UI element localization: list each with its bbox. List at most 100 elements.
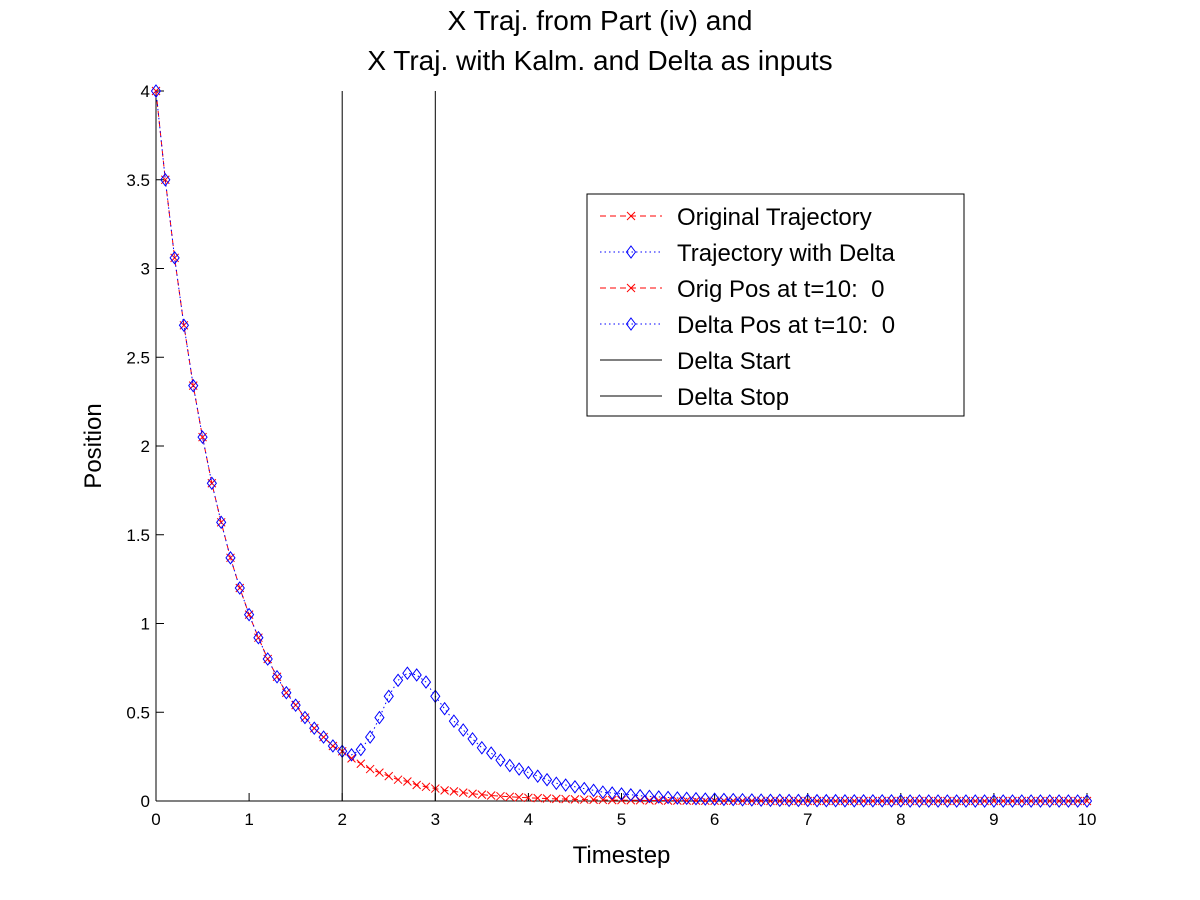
- data-point: [495, 753, 506, 768]
- data-point: [914, 794, 925, 808]
- data-point: [439, 701, 450, 716]
- data-point: [839, 793, 851, 808]
- x-tick-label: 0: [151, 810, 160, 829]
- data-point: [253, 630, 264, 645]
- data-point: [448, 714, 460, 728]
- data-point: [374, 710, 385, 725]
- legend-marker: [625, 245, 637, 259]
- data-point: [802, 793, 813, 808]
- legend-label: Orig Pos at t=10: 0: [677, 276, 884, 303]
- data-point: [188, 378, 199, 393]
- data-point: [607, 795, 617, 805]
- data-point: [998, 794, 1009, 808]
- data-point: [589, 795, 598, 805]
- data-point: [271, 669, 283, 684]
- data-point: [645, 796, 654, 805]
- data-point: [588, 783, 599, 798]
- data-point: [551, 776, 562, 791]
- chart-title: X Traj. from Part (iv) and X Traj. with K…: [367, 5, 832, 76]
- x-tick-label: 7: [803, 810, 812, 829]
- data-point: [150, 84, 162, 98]
- data-point: [178, 318, 190, 333]
- data-point: [393, 775, 403, 785]
- y-tick-label: 2.5: [126, 348, 150, 367]
- data-point: [821, 793, 832, 808]
- data-point: [542, 794, 552, 803]
- x-tick-label: 9: [989, 810, 998, 829]
- data-point: [700, 796, 710, 806]
- data-point: [728, 796, 738, 806]
- chart-title-line: X Traj. with Kalm. and Delta as inputs: [367, 45, 832, 76]
- legend-marker: [626, 283, 636, 293]
- data-point: [160, 172, 171, 187]
- data-point: [1035, 794, 1046, 808]
- data-point: [877, 793, 888, 808]
- legend-item: Delta Pos at t=10: 0: [600, 312, 895, 339]
- data-point: [486, 791, 496, 800]
- data-point: [458, 788, 468, 798]
- x-tick-label: 4: [524, 810, 533, 829]
- y-tick-label: 0: [141, 792, 150, 811]
- y-tick-label: 1: [141, 615, 150, 634]
- data-point: [421, 782, 431, 792]
- data-point: [737, 792, 748, 807]
- legend-box: [586, 193, 965, 417]
- data-point: [468, 789, 477, 799]
- data-point: [774, 793, 785, 808]
- data-point: [598, 795, 608, 805]
- data-point: [681, 791, 692, 806]
- data-point: [318, 730, 329, 744]
- data-point: [532, 769, 543, 783]
- x-tick-label: 3: [431, 810, 440, 829]
- y-tick-label: 3: [141, 260, 150, 279]
- data-point: [551, 794, 561, 804]
- data-point: [644, 789, 655, 804]
- data-point: [1072, 794, 1083, 808]
- y-axis-label: Position: [80, 403, 107, 488]
- data-point: [979, 794, 990, 808]
- data-point: [867, 793, 878, 808]
- legend-label: Delta Pos at t=10: 0: [677, 312, 895, 339]
- data-point: [886, 793, 897, 808]
- x-tick-label: 10: [1078, 810, 1097, 829]
- data-point: [262, 652, 273, 666]
- x-axis-label: Timestep: [573, 842, 671, 869]
- y-tick-label: 3.5: [126, 171, 150, 190]
- x-tick-label: 5: [617, 810, 626, 829]
- data-point: [830, 793, 841, 808]
- data-point: [365, 764, 375, 774]
- data-point: [970, 794, 981, 808]
- data-point: [783, 793, 795, 808]
- series-2: [150, 84, 1093, 808]
- data-point: [477, 790, 487, 799]
- data-point: [988, 794, 1000, 808]
- data-point: [728, 792, 739, 807]
- data-point: [243, 607, 255, 622]
- data-point: [327, 739, 339, 753]
- x-tick-label: 8: [896, 810, 905, 829]
- data-point: [541, 772, 553, 787]
- data-point: [449, 787, 459, 796]
- data-point: [467, 732, 478, 746]
- data-point: [514, 792, 524, 802]
- data-point: [1007, 794, 1018, 808]
- data-point: [634, 788, 646, 803]
- data-point: [355, 742, 366, 757]
- data-point: [1044, 794, 1055, 808]
- data-point: [653, 790, 664, 804]
- data-point: [607, 786, 618, 800]
- data-point: [411, 668, 422, 682]
- data-point: [672, 791, 683, 805]
- data-point: [793, 793, 804, 808]
- data-point: [365, 730, 376, 744]
- data-point: [309, 721, 320, 736]
- y-tick-label: 4: [141, 82, 150, 101]
- x-tick-label: 2: [337, 810, 346, 829]
- data-point: [811, 793, 823, 808]
- data-point: [932, 794, 944, 808]
- data-point: [561, 794, 570, 804]
- legend-label: Delta Start: [677, 348, 791, 375]
- data-point: [682, 796, 692, 805]
- data-point: [505, 792, 515, 802]
